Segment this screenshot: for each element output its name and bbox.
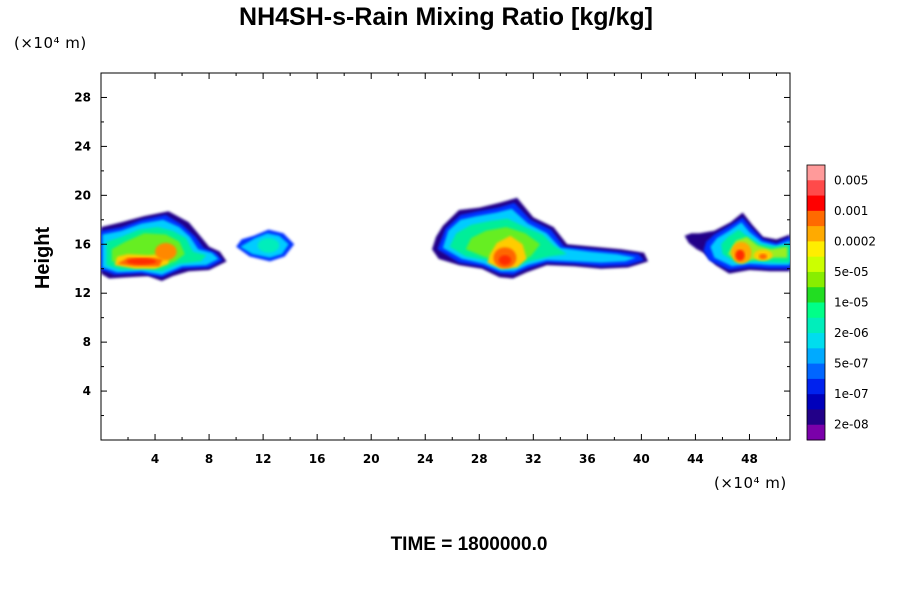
colorbar-swatch — [807, 317, 825, 334]
x-tick-label: 24 — [417, 452, 434, 466]
colorbar-label: 5e-05 — [834, 265, 869, 279]
y-tick-label: 8 — [83, 335, 91, 349]
cloud-core — [735, 249, 745, 261]
colorbar-swatch — [807, 180, 825, 197]
colorbar-label: 0.001 — [834, 204, 868, 218]
chart-title: NH4SH-s-Rain Mixing Ratio [kg/kg] — [239, 3, 653, 31]
x-tick-label: 32 — [525, 452, 542, 466]
colorbar-swatch — [807, 424, 825, 441]
colorbar-swatch — [807, 333, 825, 349]
y-tick-label: 24 — [74, 139, 91, 153]
cloud-core — [257, 238, 280, 253]
colorbar-label: 1e-05 — [834, 296, 869, 310]
time-label: TIME = 1800000.0 — [391, 534, 548, 555]
colorbar-label: 2e-06 — [834, 326, 869, 340]
colorbar-swatch — [807, 165, 825, 181]
colorbar-swatch — [807, 363, 825, 380]
y-axis: 4 8 12 16 20 24 28 — [74, 90, 790, 417]
colorbar-swatch — [807, 302, 825, 319]
x-tick-label: 44 — [687, 452, 704, 466]
x-tick-label: 12 — [255, 452, 272, 466]
x-axis-unit: (×10⁴ m) — [714, 474, 787, 492]
cloud-core — [498, 255, 512, 266]
colorbar-label: 0.005 — [834, 173, 868, 187]
colorbar-swatch — [807, 348, 825, 365]
colorbar-swatch — [807, 226, 825, 242]
colorbar-frame — [806, 164, 826, 441]
colorbar-swatch — [807, 195, 825, 212]
colorbar-swatch — [807, 256, 825, 273]
x-tick-label: 48 — [741, 452, 758, 466]
colorbar-swatch — [807, 287, 825, 303]
cloud-core — [126, 258, 157, 265]
x-tick-label: 36 — [579, 452, 596, 466]
y-tick-label: 12 — [74, 286, 91, 300]
colorbar: 0.005 0.001 0.0002 5e-05 1e-05 2e-06 5e-07 1e-0… — [806, 164, 876, 441]
cloud-field — [101, 197, 790, 281]
colorbar-label: 1e-07 — [834, 387, 869, 401]
cloud-core — [758, 253, 768, 260]
x-tick-label: 4 — [151, 452, 159, 466]
colorbar-label: 0.0002 — [834, 234, 876, 248]
y-tick-label: 4 — [83, 384, 91, 398]
x-tick-label: 8 — [205, 452, 213, 466]
colorbar-swatch — [807, 271, 825, 288]
colorbar-swatch — [807, 241, 825, 258]
colorbar-swatch — [807, 210, 825, 227]
colorbar-swatch — [807, 409, 825, 426]
x-tick-label: 40 — [633, 452, 650, 466]
x-tick-label: 16 — [309, 452, 326, 466]
y-tick-label: 16 — [74, 237, 91, 251]
x-axis: 4 8 12 16 20 24 28 32 36 40 44 48 — [127, 73, 777, 466]
x-tick-label: 28 — [471, 452, 488, 466]
colorbar-label: 2e-08 — [834, 418, 869, 432]
colorbar-swatch — [807, 378, 825, 395]
y-axis-unit: (×10⁴ m) — [14, 34, 87, 52]
colorbar-swatch — [807, 394, 825, 410]
cloud-core — [155, 243, 177, 261]
x-tick-label: 20 — [363, 452, 380, 466]
y-tick-label: 28 — [74, 90, 91, 104]
colorbar-label: 5e-07 — [834, 357, 869, 371]
y-axis-label: Height — [32, 227, 54, 290]
y-tick-label: 20 — [74, 188, 91, 202]
